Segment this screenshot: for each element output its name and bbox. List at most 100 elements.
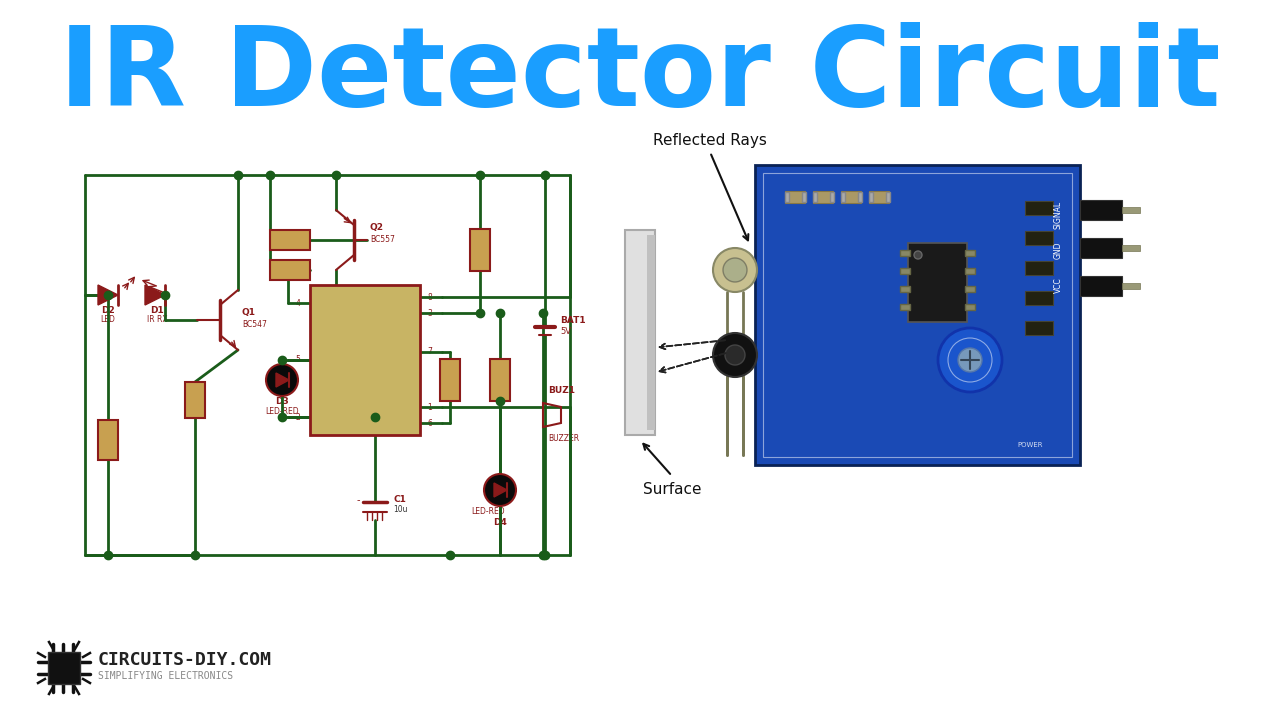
Circle shape xyxy=(713,248,756,292)
Text: R3: R3 xyxy=(102,431,114,439)
Text: LED-RED: LED-RED xyxy=(265,407,298,416)
Text: D4: D4 xyxy=(493,518,507,527)
Circle shape xyxy=(484,474,516,506)
FancyBboxPatch shape xyxy=(908,243,966,322)
Text: 1k: 1k xyxy=(285,271,294,279)
Text: Q1: Q1 xyxy=(242,308,256,317)
Text: TR: TR xyxy=(315,413,325,421)
FancyBboxPatch shape xyxy=(490,359,509,401)
Text: D1: D1 xyxy=(150,306,164,315)
Text: POWER: POWER xyxy=(1018,442,1043,448)
Text: R4: R4 xyxy=(284,263,296,271)
Text: 1k: 1k xyxy=(495,380,504,390)
FancyBboxPatch shape xyxy=(1123,283,1140,289)
FancyBboxPatch shape xyxy=(813,191,833,203)
FancyBboxPatch shape xyxy=(965,286,975,292)
FancyBboxPatch shape xyxy=(1080,238,1123,258)
FancyBboxPatch shape xyxy=(1080,276,1123,296)
FancyBboxPatch shape xyxy=(625,230,655,435)
FancyBboxPatch shape xyxy=(785,191,805,203)
Text: D3: D3 xyxy=(275,397,289,406)
Text: 6: 6 xyxy=(428,418,433,428)
FancyBboxPatch shape xyxy=(803,192,806,202)
FancyBboxPatch shape xyxy=(813,192,817,202)
FancyBboxPatch shape xyxy=(646,235,655,430)
FancyBboxPatch shape xyxy=(900,250,910,256)
FancyBboxPatch shape xyxy=(1025,291,1053,305)
FancyBboxPatch shape xyxy=(900,286,910,292)
FancyBboxPatch shape xyxy=(900,268,910,274)
Circle shape xyxy=(938,328,1002,392)
Text: DC: DC xyxy=(404,349,413,354)
FancyBboxPatch shape xyxy=(869,192,873,202)
Text: VCC: VCC xyxy=(402,294,415,300)
FancyBboxPatch shape xyxy=(49,652,79,684)
FancyBboxPatch shape xyxy=(785,192,788,202)
FancyBboxPatch shape xyxy=(886,192,890,202)
Circle shape xyxy=(723,258,748,282)
FancyBboxPatch shape xyxy=(310,285,420,435)
Text: TH: TH xyxy=(406,418,416,428)
FancyBboxPatch shape xyxy=(1025,321,1053,335)
FancyBboxPatch shape xyxy=(900,304,910,310)
Text: 8: 8 xyxy=(428,292,433,302)
Text: BUZZER: BUZZER xyxy=(548,434,579,443)
Text: R7: R7 xyxy=(494,371,506,379)
FancyBboxPatch shape xyxy=(1025,261,1053,275)
Polygon shape xyxy=(276,373,289,387)
Text: BC557: BC557 xyxy=(370,235,394,244)
FancyBboxPatch shape xyxy=(841,192,845,202)
Text: 1k: 1k xyxy=(285,240,294,250)
Text: 5V: 5V xyxy=(561,327,571,336)
Text: CIRCUITS-DIY.COM: CIRCUITS-DIY.COM xyxy=(99,651,273,669)
Text: 5: 5 xyxy=(296,356,301,364)
FancyBboxPatch shape xyxy=(1025,231,1053,245)
Text: R1: R1 xyxy=(284,233,296,241)
FancyBboxPatch shape xyxy=(440,359,460,401)
Text: SIGNAL: SIGNAL xyxy=(1053,201,1062,229)
FancyBboxPatch shape xyxy=(270,230,310,250)
FancyBboxPatch shape xyxy=(1080,200,1123,220)
FancyBboxPatch shape xyxy=(965,250,975,256)
Text: 7: 7 xyxy=(428,348,433,356)
Text: LED: LED xyxy=(101,315,115,324)
Text: IR Detector Circuit: IR Detector Circuit xyxy=(59,22,1221,129)
Text: 555: 555 xyxy=(351,347,380,361)
Polygon shape xyxy=(145,285,165,305)
Circle shape xyxy=(724,345,745,365)
Polygon shape xyxy=(494,483,507,497)
FancyBboxPatch shape xyxy=(1123,245,1140,251)
Circle shape xyxy=(713,333,756,377)
Text: BAT1: BAT1 xyxy=(561,316,586,325)
FancyBboxPatch shape xyxy=(755,165,1080,465)
Text: U1: U1 xyxy=(357,334,374,344)
Text: 10u: 10u xyxy=(393,505,407,514)
Text: VCC: VCC xyxy=(1053,277,1062,293)
Text: GND: GND xyxy=(1053,241,1062,258)
Text: GND: GND xyxy=(402,405,416,410)
FancyBboxPatch shape xyxy=(1123,207,1140,213)
Text: Q2: Q2 xyxy=(370,223,384,232)
Text: -: - xyxy=(357,495,361,505)
FancyBboxPatch shape xyxy=(186,382,205,418)
FancyBboxPatch shape xyxy=(99,420,118,460)
FancyBboxPatch shape xyxy=(470,229,490,271)
Text: R: R xyxy=(315,299,320,307)
FancyBboxPatch shape xyxy=(965,304,975,310)
Text: 22k: 22k xyxy=(443,380,457,390)
Text: Q: Q xyxy=(408,308,413,318)
Text: 3: 3 xyxy=(428,308,433,318)
Text: C1: C1 xyxy=(393,495,406,504)
Text: 4: 4 xyxy=(296,299,301,307)
Text: R6: R6 xyxy=(444,371,456,379)
Text: LED-RED: LED-RED xyxy=(471,507,504,516)
Text: 220: 220 xyxy=(101,441,115,451)
FancyBboxPatch shape xyxy=(869,191,890,203)
Polygon shape xyxy=(99,285,118,305)
Text: Surface: Surface xyxy=(643,482,701,498)
Text: R5: R5 xyxy=(474,240,486,250)
Circle shape xyxy=(914,251,922,259)
FancyBboxPatch shape xyxy=(270,260,310,280)
Text: 2: 2 xyxy=(296,413,301,421)
Text: CV: CV xyxy=(315,356,325,364)
